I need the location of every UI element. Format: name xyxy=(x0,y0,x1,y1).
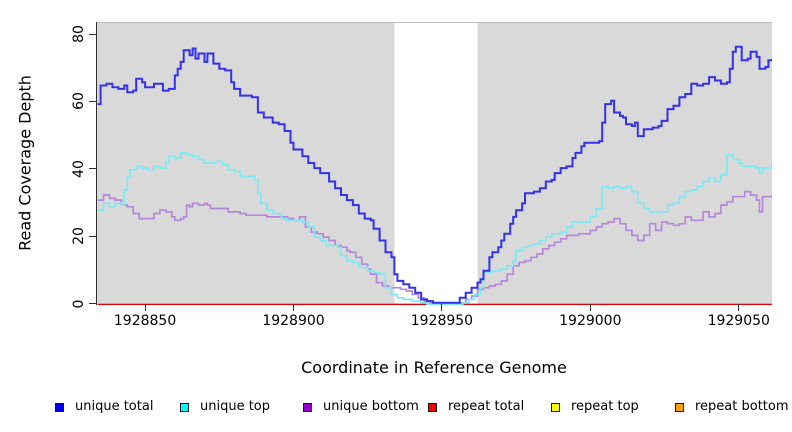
legend-swatch-icon xyxy=(303,402,312,412)
y-tick-mark xyxy=(89,168,96,170)
x-tick-mark xyxy=(144,304,146,311)
y-tick-label: 0 xyxy=(71,299,87,308)
legend-label: unique top xyxy=(200,399,271,414)
y-tick-label: 60 xyxy=(71,92,87,111)
y-tick-mark xyxy=(89,303,96,304)
x-axis-title: Coordinate in Reference Genome xyxy=(301,358,567,377)
legend-swatch-icon xyxy=(55,402,64,412)
series-line-unique-top xyxy=(97,152,772,305)
legend-item-unique-top: unique top xyxy=(180,399,270,415)
series-line-unique-total xyxy=(97,45,772,304)
y-tick-mark xyxy=(89,33,96,35)
x-tick-label: 1929050 xyxy=(707,313,770,329)
legend-swatch-icon xyxy=(428,402,437,412)
legend-label: unique bottom xyxy=(323,399,419,414)
x-tick-mark xyxy=(293,304,294,311)
x-tick-mark xyxy=(441,304,443,311)
x-tick-label: 1929000 xyxy=(559,313,622,329)
y-tick-label: 80 xyxy=(71,25,87,43)
legend-item-repeat-bottom: repeat bottom xyxy=(675,399,789,415)
x-tick-mark xyxy=(738,304,740,311)
legend-swatch-icon xyxy=(675,402,684,412)
legend-swatch-icon xyxy=(551,402,560,412)
y-tick-mark xyxy=(89,235,96,237)
legend-label: repeat top xyxy=(571,399,639,414)
y-tick-mark xyxy=(89,100,96,102)
y-tick-label: 20 xyxy=(71,227,87,246)
y-axis-line xyxy=(96,22,97,305)
coverage-gap-band xyxy=(394,23,478,305)
x-tick-label: 1928950 xyxy=(410,313,474,329)
legend-label: repeat bottom xyxy=(695,399,789,414)
legend-swatch-icon xyxy=(180,402,189,412)
legend-label: unique total xyxy=(75,399,154,414)
coverage-plot-svg xyxy=(97,23,772,305)
legend-item-repeat-top: repeat top xyxy=(551,399,639,415)
x-tick-label: 1928900 xyxy=(262,313,325,329)
plot-area xyxy=(97,22,772,305)
legend-label: repeat total xyxy=(448,399,525,414)
legend-item-repeat-total: repeat total xyxy=(428,399,524,415)
legend-item-unique-total: unique total xyxy=(55,399,153,415)
y-axis-title: Read Coverage Depth xyxy=(15,75,35,251)
legend-item-unique-bottom: unique bottom xyxy=(303,399,419,415)
y-tick-label: 40 xyxy=(71,159,87,178)
x-tick-mark xyxy=(589,304,591,311)
x-tick-label: 1928850 xyxy=(113,313,177,329)
